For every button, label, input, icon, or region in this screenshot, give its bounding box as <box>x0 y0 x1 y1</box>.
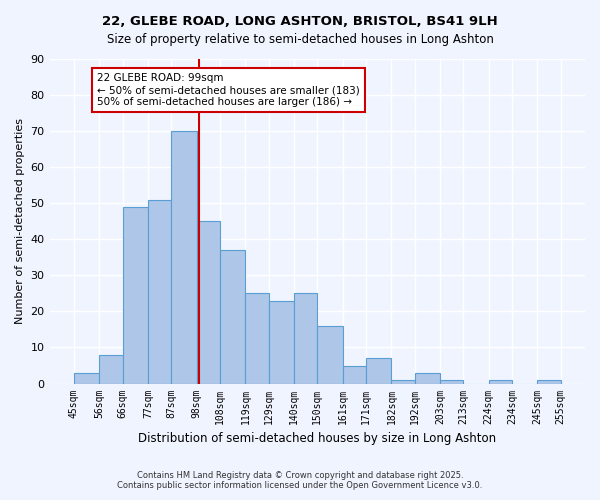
Bar <box>74 372 100 384</box>
Bar <box>100 354 122 384</box>
Bar <box>489 380 512 384</box>
Bar <box>171 131 197 384</box>
X-axis label: Distribution of semi-detached houses by size in Long Ashton: Distribution of semi-detached houses by … <box>138 432 496 445</box>
Text: Contains HM Land Registry data © Crown copyright and database right 2025.
Contai: Contains HM Land Registry data © Crown c… <box>118 470 482 490</box>
Bar <box>148 200 171 384</box>
Bar <box>294 294 317 384</box>
Bar <box>197 222 220 384</box>
Text: 22 GLEBE ROAD: 99sqm
← 50% of semi-detached houses are smaller (183)
50% of semi: 22 GLEBE ROAD: 99sqm ← 50% of semi-detac… <box>97 74 360 106</box>
Bar <box>366 358 391 384</box>
Bar <box>391 380 415 384</box>
Bar <box>440 380 463 384</box>
Bar <box>317 326 343 384</box>
Text: Size of property relative to semi-detached houses in Long Ashton: Size of property relative to semi-detach… <box>107 32 493 46</box>
Text: 22, GLEBE ROAD, LONG ASHTON, BRISTOL, BS41 9LH: 22, GLEBE ROAD, LONG ASHTON, BRISTOL, BS… <box>102 15 498 28</box>
Bar <box>538 380 560 384</box>
Bar <box>415 372 440 384</box>
Bar <box>269 300 294 384</box>
Bar <box>220 250 245 384</box>
Bar <box>245 294 269 384</box>
Y-axis label: Number of semi-detached properties: Number of semi-detached properties <box>15 118 25 324</box>
Bar <box>343 366 366 384</box>
Bar <box>122 207 148 384</box>
